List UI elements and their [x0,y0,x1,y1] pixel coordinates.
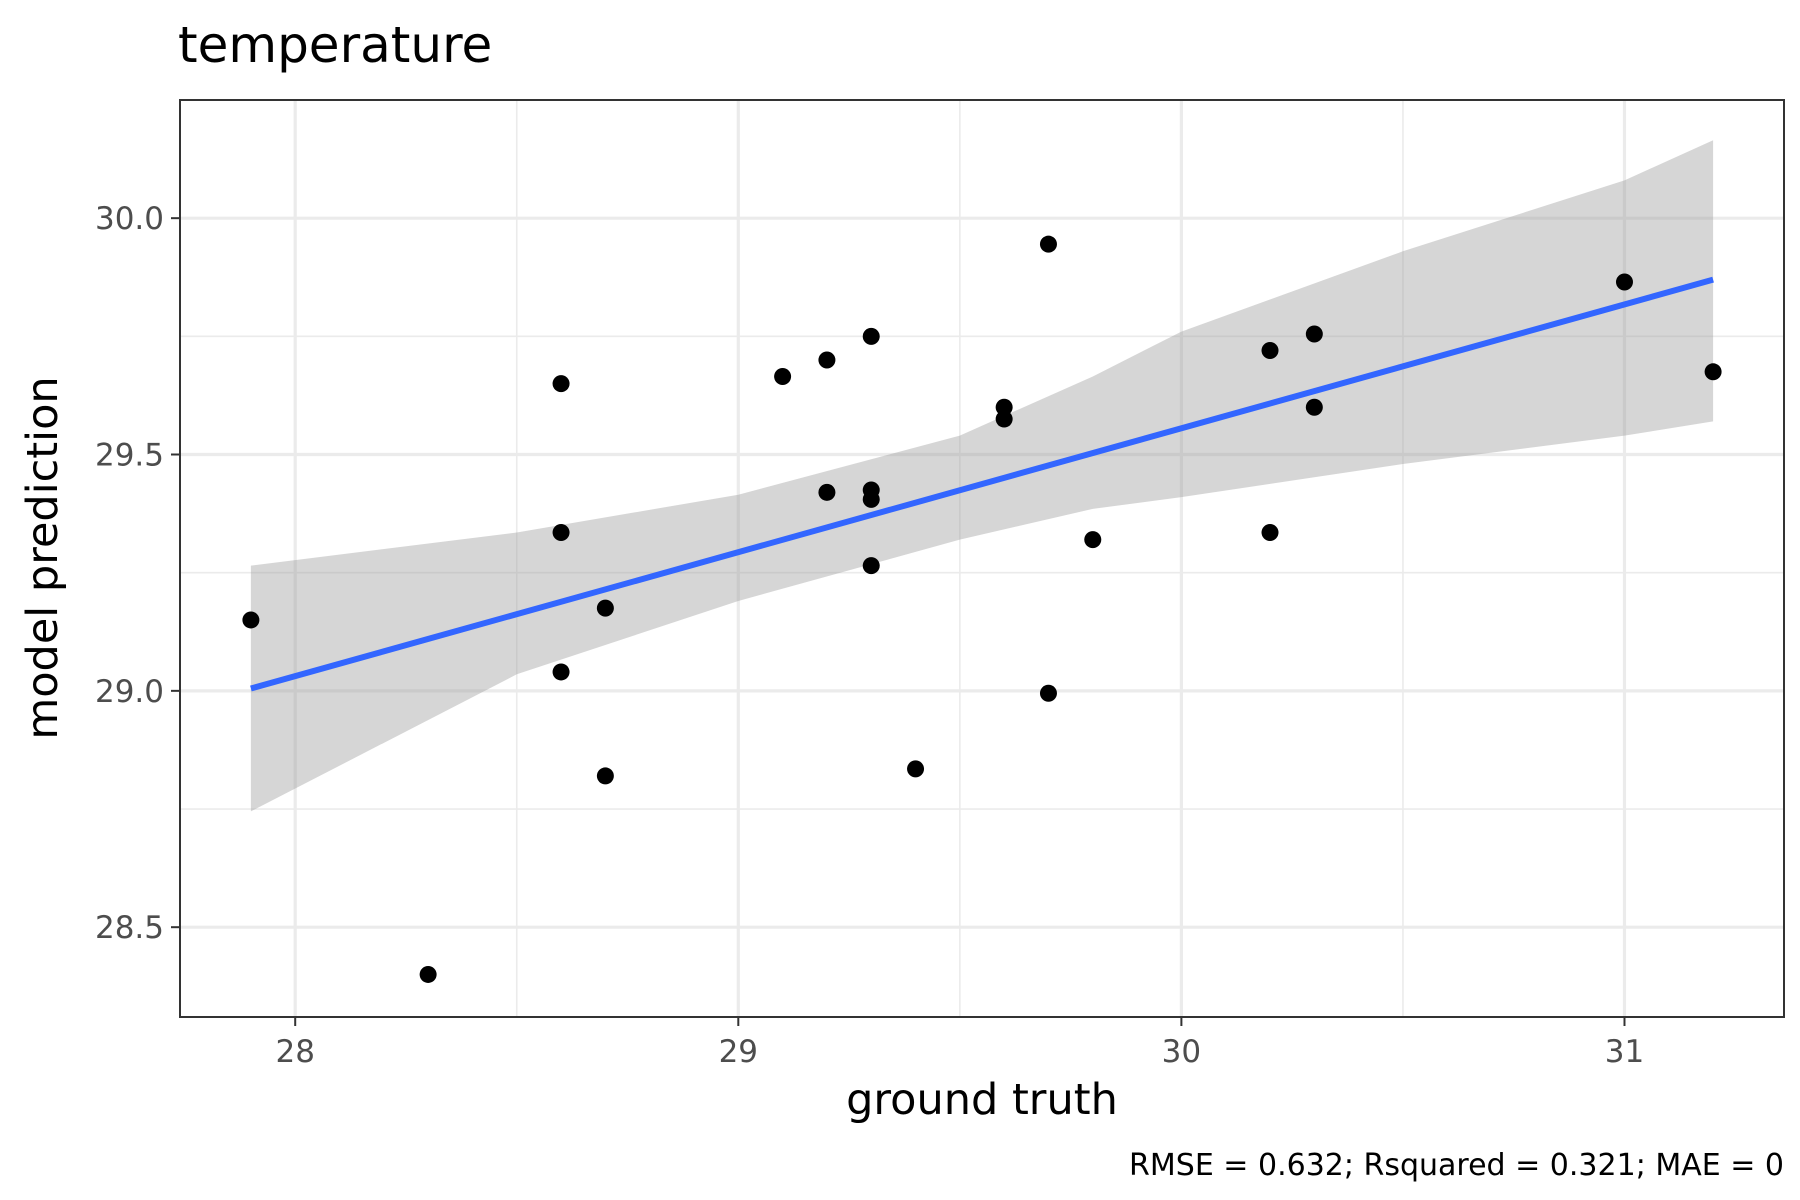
data-point [1261,524,1279,542]
data-point [1084,531,1102,549]
y-axis-title: model prediction [18,376,68,739]
data-points [242,235,1722,983]
major-gridlines [180,100,1784,1017]
data-point [1615,273,1633,291]
data-point [1305,398,1323,416]
chart-caption: RMSE = 0.632; Rsquared = 0.321; MAE = 0 [1129,1148,1784,1183]
data-point [1261,342,1279,360]
data-point [862,327,880,345]
x-tick-label: 28 [275,1034,314,1070]
y-tick-label: 28.5 [95,910,164,946]
data-point [552,524,570,542]
x-tick-label: 30 [1162,1034,1201,1070]
data-point [596,767,614,785]
data-point [552,375,570,393]
data-point [995,398,1013,416]
x-tick-label: 29 [719,1034,758,1070]
data-point [818,483,836,501]
y-tick-label: 29.0 [95,674,164,710]
x-axis: 28 29 30 31 [275,1017,1644,1070]
chart-title: temperature [178,16,492,74]
data-point [1039,235,1057,253]
data-point [862,490,880,508]
panel-border [179,99,1785,1018]
y-axis: 28.5 29.0 29.5 30.0 [95,201,180,946]
x-tick-label: 31 [1605,1034,1644,1070]
data-point [1039,684,1057,702]
trend-line [250,276,1714,692]
data-point [862,557,880,575]
data-point [242,611,260,629]
data-point [774,368,792,386]
data-point [907,760,925,778]
y-tick-label: 30.0 [95,201,164,237]
plot-panel [179,99,1785,1018]
x-axis-title: ground truth [846,1075,1118,1125]
data-point [1704,363,1722,381]
y-tick-label: 29.5 [95,438,164,474]
confidence-band [250,140,1714,812]
data-point [1305,325,1323,343]
panel-background [180,100,1784,1017]
data-point [419,965,437,983]
data-point [552,663,570,681]
data-point [596,599,614,617]
data-point [995,410,1013,428]
data-point [818,351,836,369]
